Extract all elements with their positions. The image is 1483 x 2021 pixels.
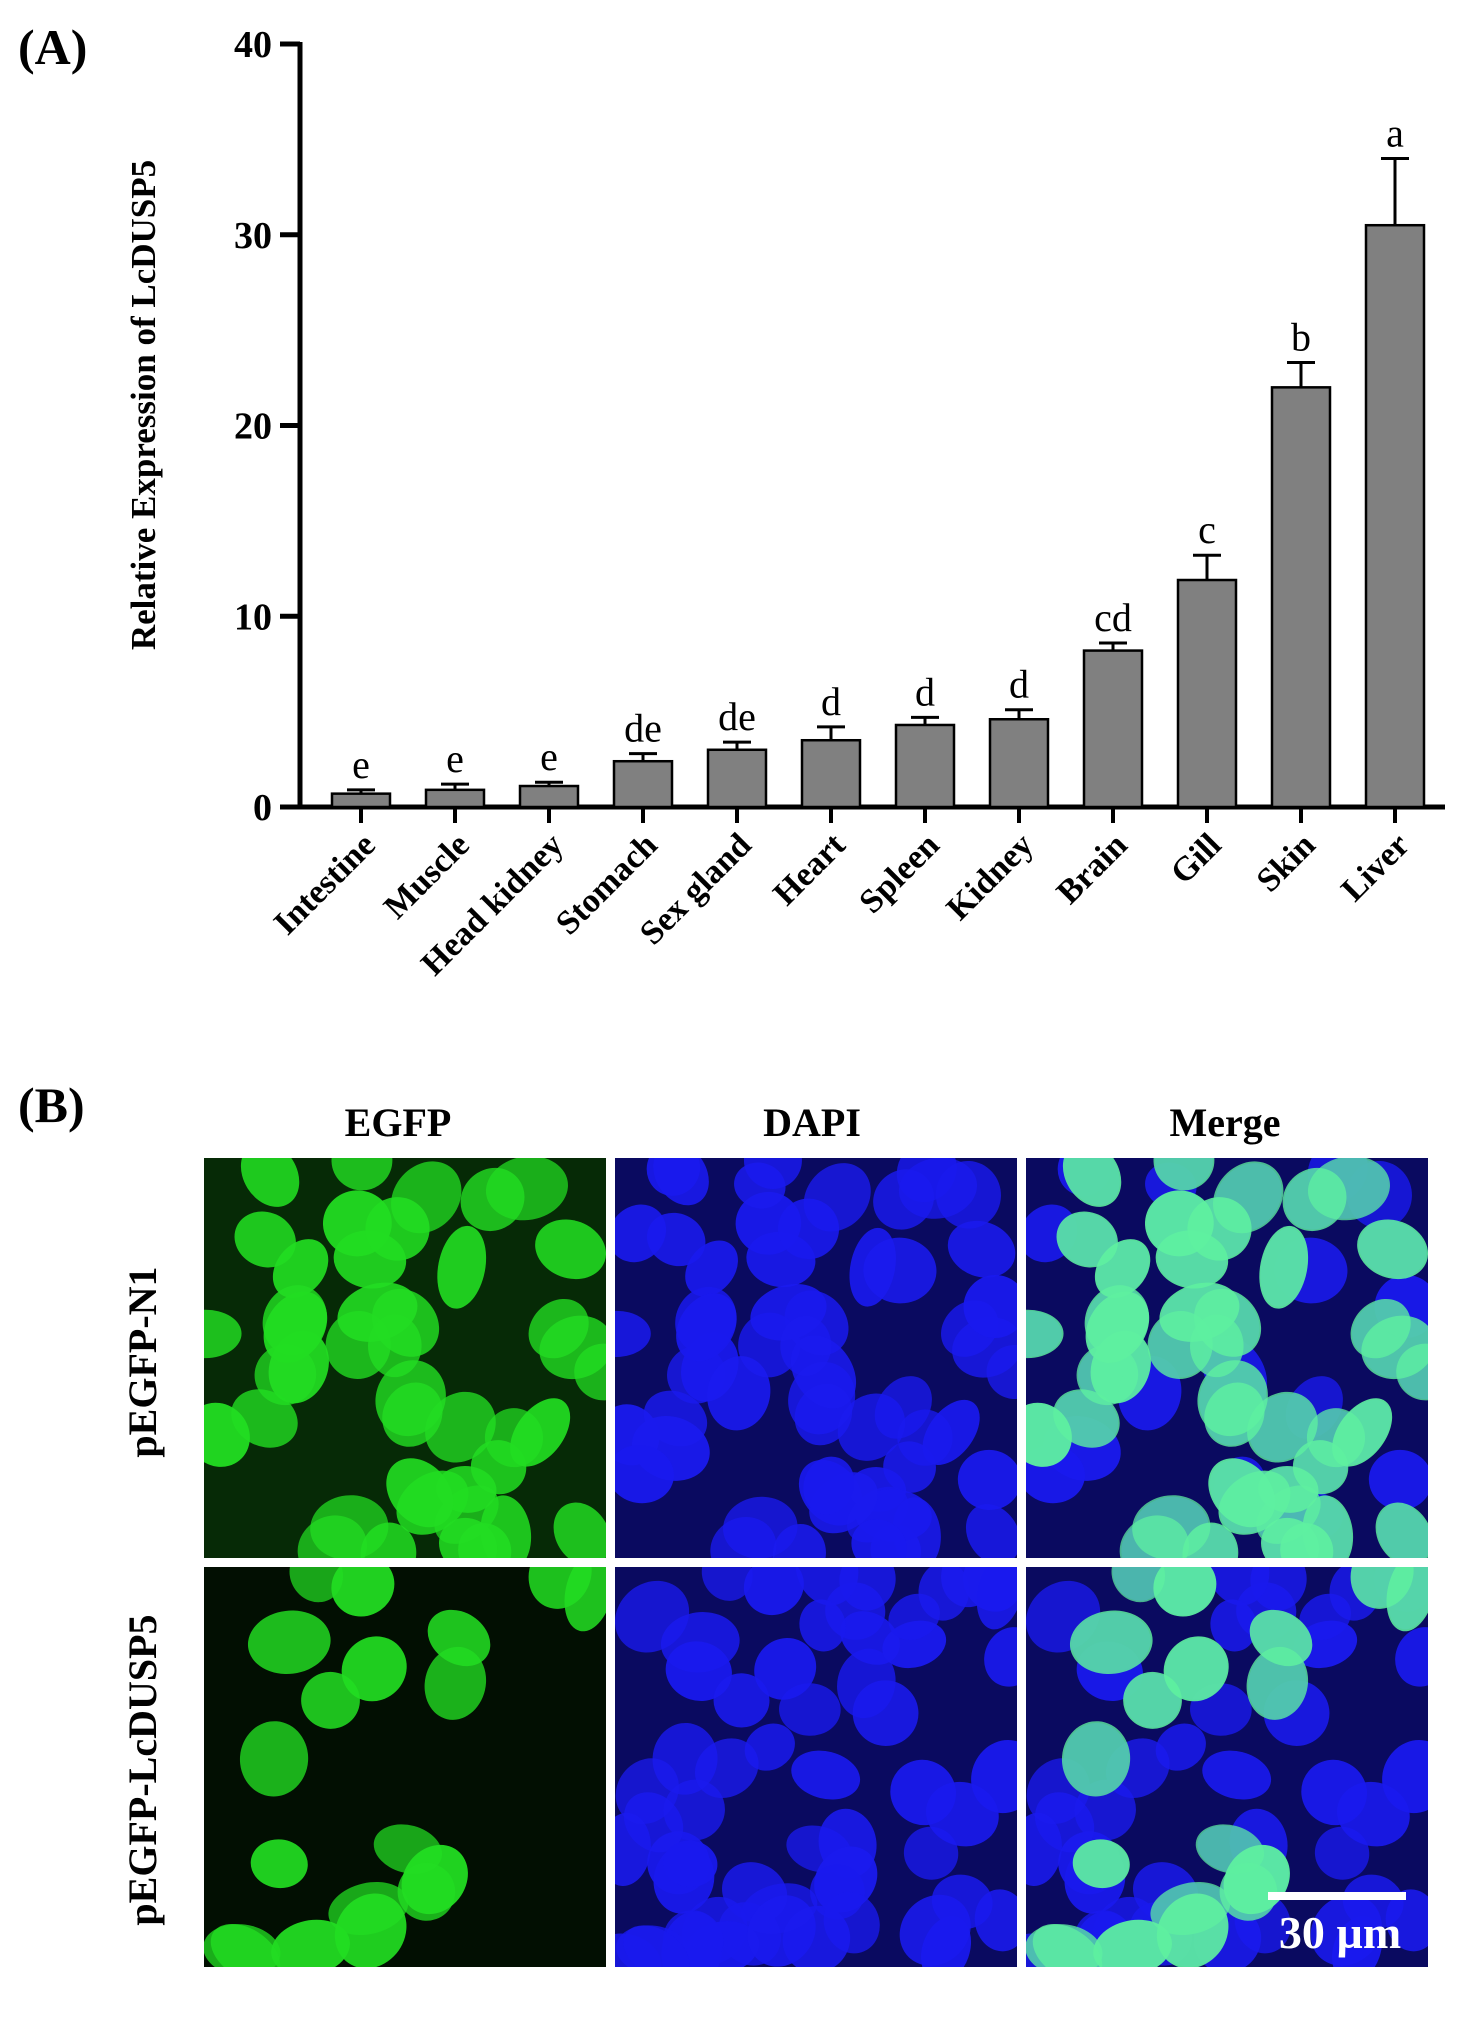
significance-label: de	[624, 706, 662, 751]
x-tick-label: Liver	[1334, 826, 1416, 908]
scale-bar	[1268, 1892, 1406, 1900]
bar-brain	[1082, 649, 1144, 809]
significance-label: de	[718, 694, 756, 739]
x-tick-label: Gill	[1164, 826, 1229, 891]
column-header-egfp: EGFP	[344, 1100, 452, 1145]
bar-intestine	[330, 792, 392, 809]
significance-label: d	[1009, 662, 1029, 707]
row-label-pegfp-n1: pEGFP-N1	[120, 1266, 165, 1458]
x-tick-label: Heart	[766, 826, 853, 913]
y-tick-label: 10	[234, 596, 272, 638]
bar-sex-gland	[706, 748, 768, 809]
x-tick-label: Skin	[1250, 826, 1323, 899]
bar-skin	[1270, 386, 1332, 809]
significance-label: c	[1198, 507, 1216, 552]
y-tick-label: 20	[234, 406, 272, 448]
y-tick-label: 0	[253, 787, 272, 829]
significance-label: e	[352, 742, 370, 787]
bar-gill	[1176, 578, 1238, 809]
significance-label: cd	[1094, 595, 1132, 640]
bar-head-kidney	[518, 784, 580, 809]
bar-heart	[800, 738, 862, 809]
y-tick-label: 30	[234, 215, 272, 257]
bar-kidney	[988, 718, 1050, 809]
bar-liver	[1364, 223, 1426, 809]
x-tick-label: Kidney	[940, 826, 1041, 927]
bar-muscle	[424, 788, 486, 809]
bar-spleen	[894, 723, 956, 809]
merge-image-pegfp-lcdusp5	[1026, 1567, 1428, 1967]
x-tick-label: Spleen	[852, 826, 946, 920]
panel-b-label: (B)	[18, 1077, 85, 1133]
significance-label: a	[1386, 110, 1404, 155]
y-axis: 0 10 20 30 40	[234, 24, 303, 829]
panel-a-label: (A)	[18, 19, 88, 75]
scale-bar-label: 30 µm	[1278, 1907, 1402, 1958]
egfp-image-pegfp-n1	[204, 1158, 606, 1558]
significance-label: e	[446, 736, 464, 781]
significance-label: d	[821, 679, 841, 724]
x-tick-label: Brain	[1050, 826, 1135, 911]
significance-label: d	[915, 669, 935, 714]
column-header-merge: Merge	[1169, 1100, 1281, 1145]
egfp-image-pegfp-lcdusp5	[204, 1567, 606, 1967]
bar-stomach	[612, 759, 674, 809]
dapi-image-pegfp-n1	[615, 1158, 1017, 1558]
significance-label: e	[540, 734, 558, 779]
significance-label: b	[1291, 315, 1311, 360]
x-tick-label: Intestine	[267, 826, 383, 942]
bars: e e e de de d d d cd c b a	[330, 110, 1426, 809]
dapi-image-pegfp-lcdusp5	[615, 1567, 1017, 1967]
y-tick-label: 40	[234, 24, 272, 66]
column-header-dapi: DAPI	[763, 1100, 861, 1145]
y-axis-label: Relative Expression of LcDUSP5	[124, 160, 163, 650]
row-label-pegfp-lcdusp5: pEGFP-LcDUSP5	[120, 1614, 165, 1926]
merge-image-pegfp-n1	[1026, 1158, 1428, 1558]
